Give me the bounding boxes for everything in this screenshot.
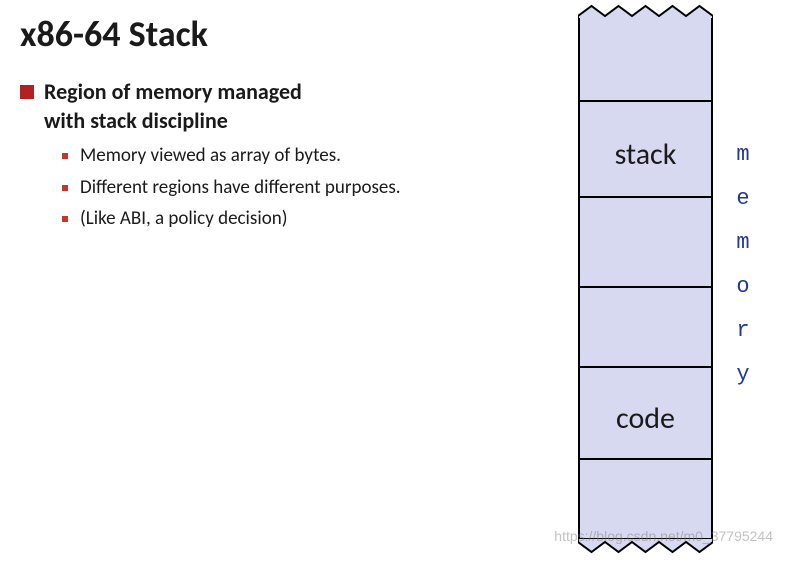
sub-bullet: (Like ABI, a policy decision) [62,206,520,232]
memory-diagram: stack code [578,4,713,554]
main-bullet: Region of memory managed with stack disc… [20,78,520,135]
memory-body: stack code [578,18,713,540]
sub-bullet-text: Different regions have different purpose… [80,175,401,201]
stack-region-label: stack [580,136,711,173]
memory-side-label: m e m o r y [728,144,758,408]
divider-line [580,196,711,198]
small-bullet-icon [62,153,68,159]
divider-line [580,366,711,368]
sub-bullet: Different regions have different purpose… [62,175,520,201]
divider-line [580,286,711,288]
memory-letter: m [728,232,758,254]
content-block: Region of memory managed with stack disc… [20,78,520,238]
sub-bullet: Memory viewed as array of bytes. [62,143,520,169]
code-region-label: code [580,400,711,437]
heading-line-1: Region of memory managed [44,78,302,105]
memory-letter: y [728,364,758,386]
memory-letter: r [728,320,758,342]
memory-letter: e [728,188,758,210]
watermark-text: https://blog.csdn.net/m0_37795244 [554,528,773,544]
square-bullet-icon [20,85,34,99]
sub-bullet-text: Memory viewed as array of bytes. [80,143,341,169]
memory-letter: m [728,144,758,166]
small-bullet-icon [62,185,68,191]
divider-line [580,100,711,102]
sub-bullet-text: (Like ABI, a policy decision) [80,206,287,232]
slide-title: x86-64 Stack [20,12,208,56]
divider-line [580,458,711,460]
main-bullet-text: Region of memory managed with stack disc… [44,78,302,135]
small-bullet-icon [62,216,68,222]
memory-letter: o [728,276,758,298]
heading-line-2: with stack discipline [44,107,228,134]
